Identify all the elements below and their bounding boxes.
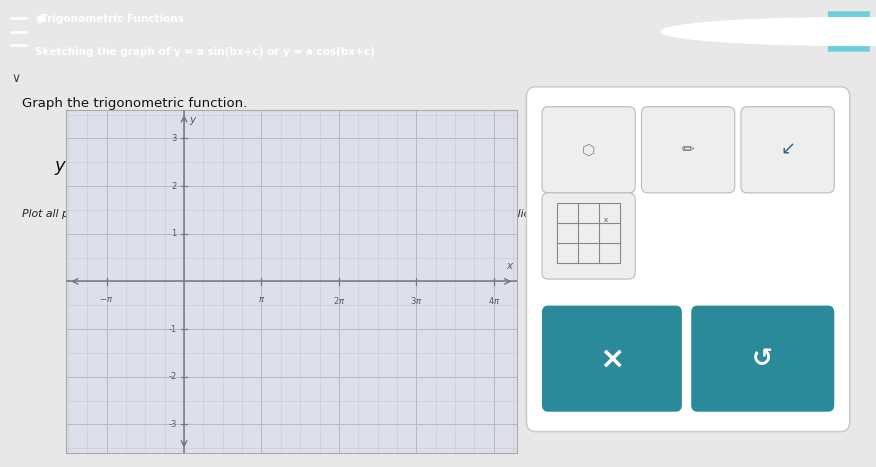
Text: ↙: ↙ xyxy=(780,141,795,159)
Text: -1: -1 xyxy=(168,325,177,333)
Text: ×: × xyxy=(599,344,625,373)
Text: $-\pi$: $-\pi$ xyxy=(100,295,114,304)
FancyBboxPatch shape xyxy=(542,106,635,193)
Text: $3\pi$: $3\pi$ xyxy=(410,295,422,306)
Text: Graph the trigonometric function.: Graph the trigonometric function. xyxy=(22,97,247,110)
Text: y: y xyxy=(189,114,195,125)
FancyBboxPatch shape xyxy=(691,305,834,412)
FancyBboxPatch shape xyxy=(526,87,850,432)
Text: ↺: ↺ xyxy=(752,347,774,371)
FancyBboxPatch shape xyxy=(542,193,635,279)
Text: -2: -2 xyxy=(168,372,177,381)
Text: $4\pi$: $4\pi$ xyxy=(488,295,500,306)
Text: ●: ● xyxy=(35,14,44,24)
Text: 2: 2 xyxy=(172,182,177,191)
Text: 3: 3 xyxy=(172,134,177,143)
Text: ∨: ∨ xyxy=(11,72,20,85)
FancyBboxPatch shape xyxy=(828,11,870,52)
FancyBboxPatch shape xyxy=(741,106,834,193)
Text: ⬡: ⬡ xyxy=(582,142,596,157)
Text: x: x xyxy=(604,217,608,223)
Text: Sketching the graph of y = a sin(bx+c) or y = a cos(bx+c): Sketching the graph of y = a sin(bx+c) o… xyxy=(35,47,375,57)
Text: -3: -3 xyxy=(168,420,177,429)
Circle shape xyxy=(661,18,876,45)
Text: x: x xyxy=(505,261,512,271)
Text: Plot all points corresponding to x-intercepts, minima, and maxima within one cyc: Plot all points corresponding to x-inter… xyxy=(22,209,707,219)
Text: $\pi$: $\pi$ xyxy=(258,295,265,304)
Text: $y=\dfrac{1}{2}\cos\!\left(2x+\dfrac{\pi}{2}\right)$: $y=\dfrac{1}{2}\cos\!\left(2x+\dfrac{\pi… xyxy=(54,149,207,184)
Text: 1: 1 xyxy=(172,229,177,238)
Text: ✏: ✏ xyxy=(682,142,695,157)
FancyBboxPatch shape xyxy=(542,305,682,412)
Text: $2\pi$: $2\pi$ xyxy=(333,295,345,306)
Text: Trigonometric Functions: Trigonometric Functions xyxy=(41,14,184,24)
FancyBboxPatch shape xyxy=(641,106,735,193)
